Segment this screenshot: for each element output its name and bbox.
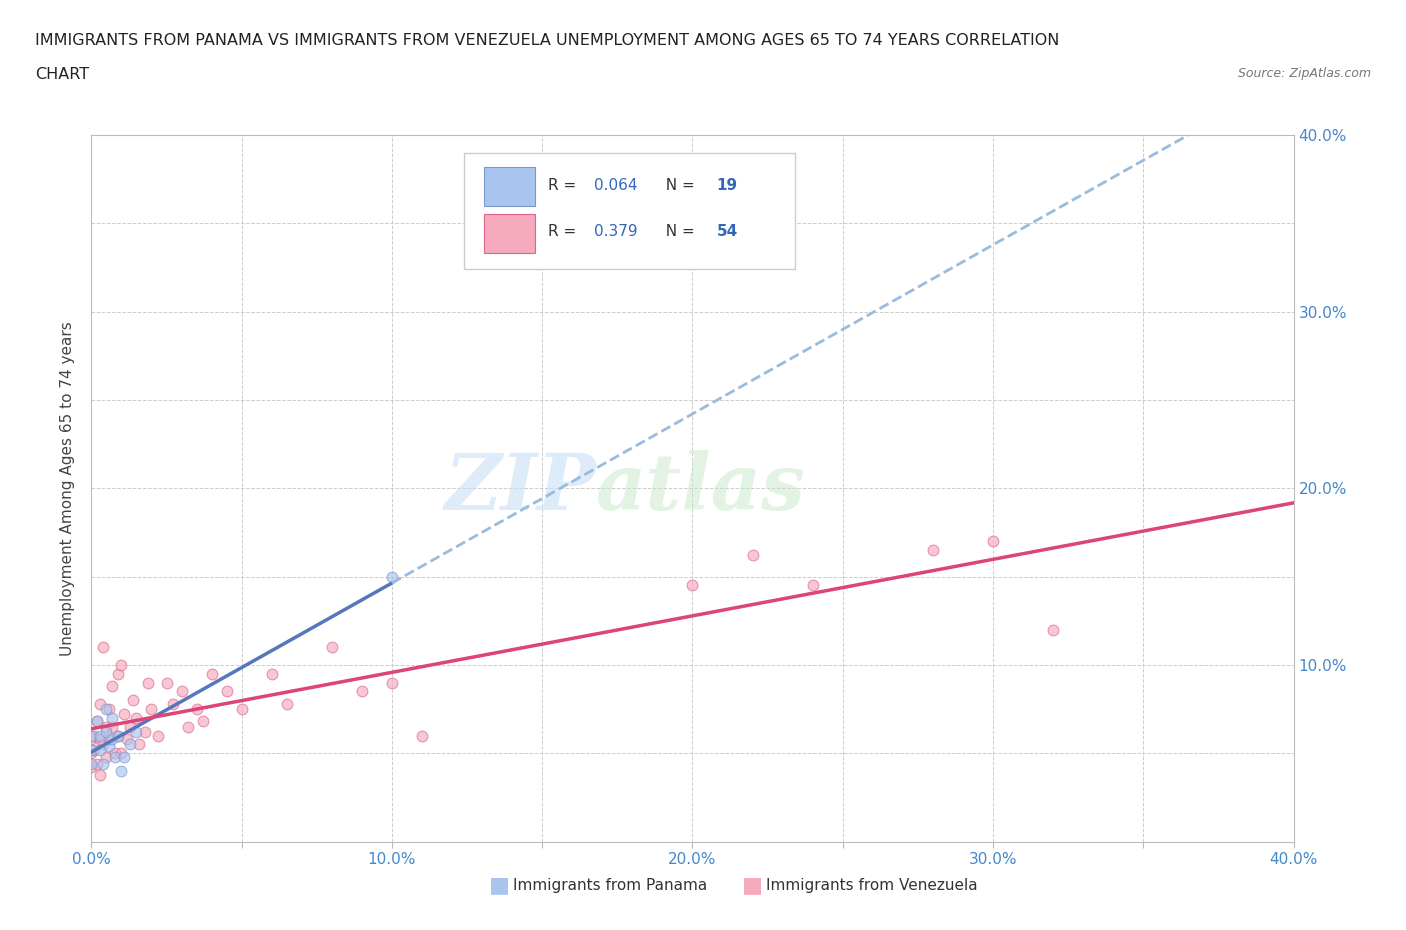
Point — [134, 724, 156, 739]
Bar — [485, 166, 534, 206]
Point — [86, 756, 108, 771]
Point — [276, 697, 298, 711]
Text: 0.064: 0.064 — [593, 178, 637, 193]
Point — [381, 569, 404, 584]
Point — [114, 750, 136, 764]
Text: ZIP: ZIP — [444, 450, 596, 526]
Text: atlas: atlas — [596, 450, 806, 526]
Point — [107, 728, 129, 743]
Point — [741, 548, 763, 563]
Point — [128, 737, 150, 751]
Point — [96, 720, 118, 735]
Point — [104, 750, 127, 764]
Point — [381, 675, 404, 690]
Point — [86, 714, 108, 729]
Point — [176, 720, 198, 735]
Point — [93, 756, 115, 771]
Point — [146, 728, 169, 743]
Point — [411, 728, 433, 743]
Point — [1042, 622, 1064, 637]
Text: CHART: CHART — [35, 67, 89, 82]
Point — [110, 658, 132, 672]
Point — [89, 767, 111, 782]
Point — [801, 578, 824, 593]
Text: ■: ■ — [742, 875, 762, 896]
Point — [96, 724, 118, 739]
Point — [101, 720, 124, 735]
Point — [80, 732, 103, 747]
Point — [201, 666, 224, 681]
Text: 0.379: 0.379 — [593, 224, 637, 239]
Point — [89, 728, 111, 743]
Point — [107, 728, 129, 743]
Point — [681, 578, 703, 593]
Point — [80, 760, 103, 775]
Point — [231, 702, 253, 717]
Point — [215, 684, 238, 699]
Text: Source: ZipAtlas.com: Source: ZipAtlas.com — [1237, 67, 1371, 80]
Point — [260, 666, 283, 681]
Point — [155, 675, 177, 690]
Point — [170, 684, 193, 699]
Point — [80, 746, 103, 761]
Point — [120, 737, 142, 751]
Point — [96, 702, 118, 717]
Point — [98, 702, 121, 717]
Point — [93, 640, 115, 655]
Point — [191, 714, 214, 729]
Point — [83, 742, 105, 757]
Point — [101, 711, 124, 725]
Point — [107, 666, 129, 681]
Text: N =: N = — [657, 178, 700, 193]
Point — [138, 675, 160, 690]
Point — [350, 684, 373, 699]
Point — [98, 732, 121, 747]
Point — [101, 679, 124, 694]
Point — [110, 764, 132, 778]
Text: ■: ■ — [489, 875, 509, 896]
Text: Immigrants from Venezuela: Immigrants from Venezuela — [766, 878, 979, 893]
Point — [86, 714, 108, 729]
Point — [922, 543, 945, 558]
Point — [141, 702, 163, 717]
Text: 54: 54 — [717, 224, 738, 239]
Bar — [485, 214, 534, 253]
Point — [101, 732, 124, 747]
Text: N =: N = — [657, 224, 700, 239]
Point — [114, 707, 136, 722]
Y-axis label: Unemployment Among Ages 65 to 74 years: Unemployment Among Ages 65 to 74 years — [60, 321, 76, 656]
Point — [83, 728, 105, 743]
Point — [125, 724, 148, 739]
Point — [117, 732, 139, 747]
Point — [80, 742, 103, 757]
Text: 19: 19 — [717, 178, 738, 193]
Text: Immigrants from Panama: Immigrants from Panama — [513, 878, 707, 893]
Point — [104, 746, 127, 761]
Point — [120, 720, 142, 735]
Point — [98, 738, 121, 753]
Point — [162, 697, 184, 711]
Point — [89, 697, 111, 711]
Point — [80, 728, 103, 743]
Point — [89, 732, 111, 747]
FancyBboxPatch shape — [464, 153, 794, 269]
Point — [93, 737, 115, 751]
Text: IMMIGRANTS FROM PANAMA VS IMMIGRANTS FROM VENEZUELA UNEMPLOYMENT AMONG AGES 65 T: IMMIGRANTS FROM PANAMA VS IMMIGRANTS FRO… — [35, 33, 1060, 47]
Point — [80, 756, 103, 771]
Point — [981, 534, 1004, 549]
Text: R =: R = — [548, 224, 581, 239]
Point — [186, 702, 208, 717]
Point — [110, 746, 132, 761]
Point — [125, 711, 148, 725]
Point — [96, 750, 118, 764]
Text: R =: R = — [548, 178, 581, 193]
Point — [122, 693, 145, 708]
Point — [321, 640, 343, 655]
Point — [89, 742, 111, 757]
